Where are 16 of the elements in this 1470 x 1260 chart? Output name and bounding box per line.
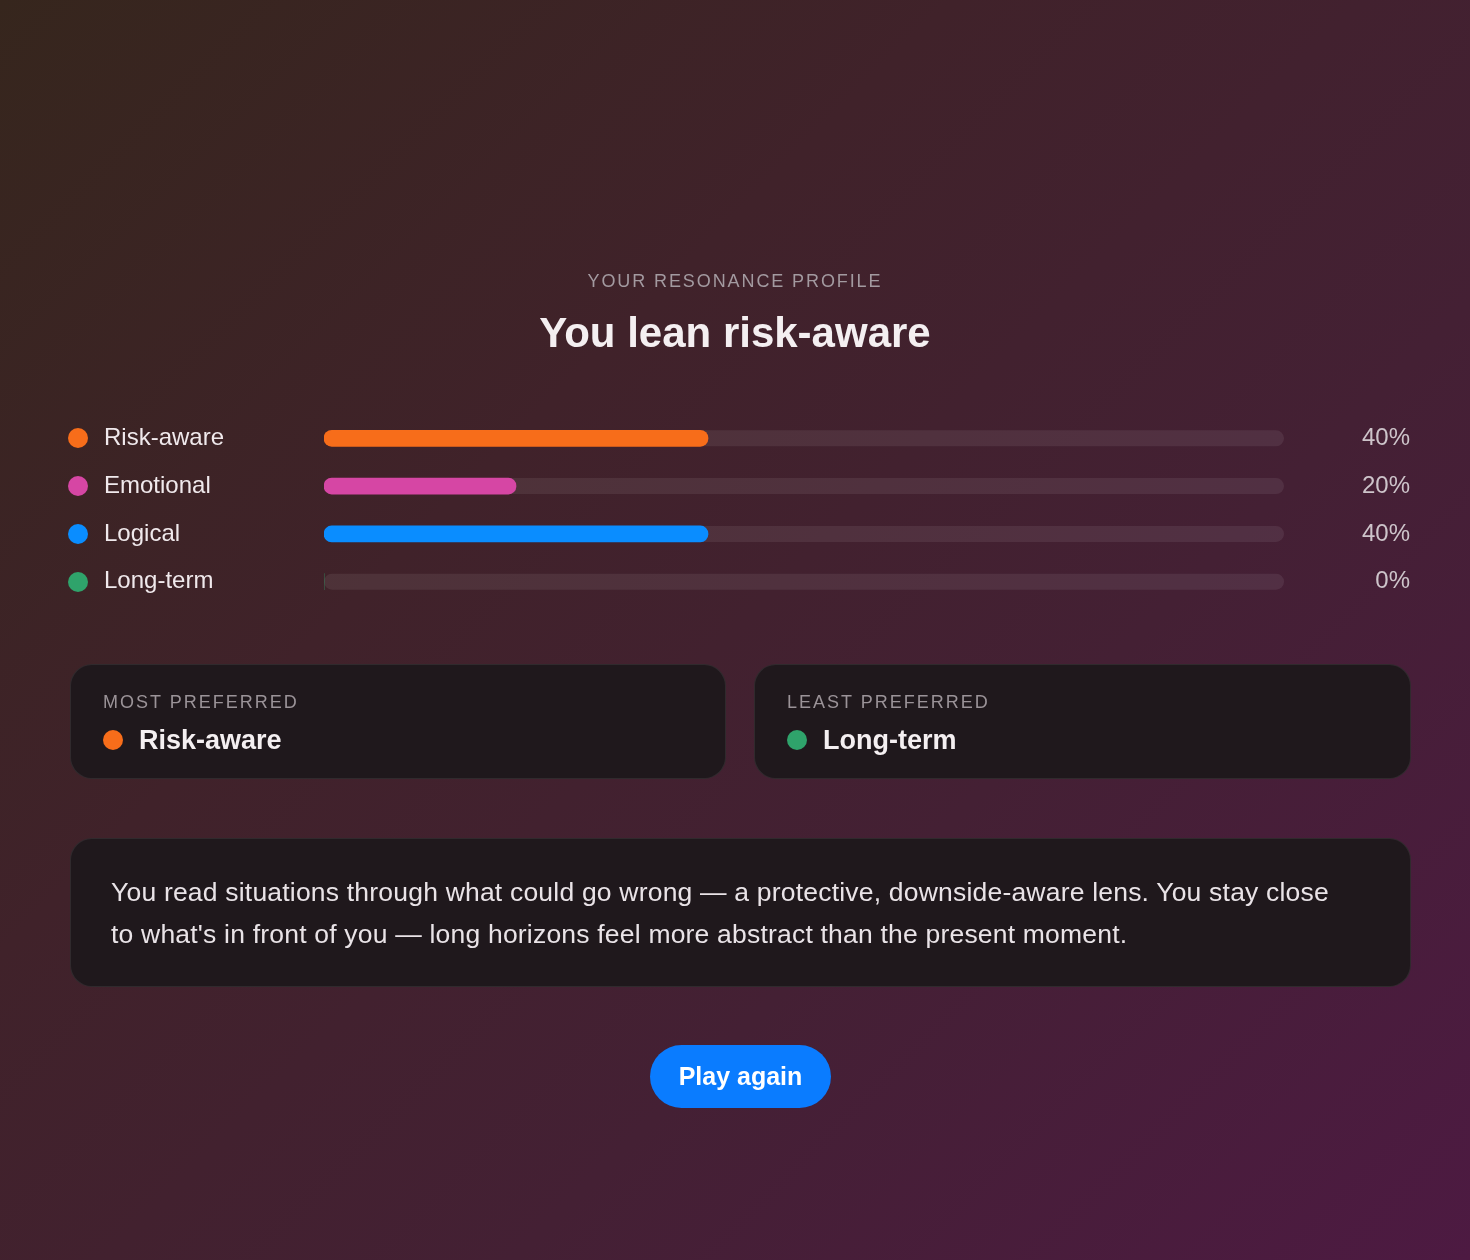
data-label: 40% [1361, 518, 1410, 546]
data-label: 40% [1361, 422, 1410, 450]
y-tick-label: Logical [104, 518, 181, 546]
text: LEAST PREFERRED [787, 691, 990, 714]
text: Risk-aware [139, 724, 282, 756]
data-label: 0% [1375, 566, 1410, 594]
chart-subtitle: YOUR RESONANCE PROFILE [587, 271, 883, 291]
chart-title: You lean risk-aware [539, 309, 931, 356]
y-tick-label: Emotional [104, 470, 211, 498]
text: MOST PREFERRED [103, 691, 299, 714]
text: Long-term [823, 724, 957, 756]
y-tick-label: Long-term [104, 566, 214, 594]
text: You read situations through what could go wrong — a protective, downside-aware lens. You stay close to what's in front of you — long horizons feel more abstract than the present moment. [111, 876, 1330, 951]
button[interactable]: Play again [650, 1045, 831, 1108]
data-label: 20% [1361, 470, 1410, 498]
y-tick-label: Risk-aware [104, 422, 225, 450]
